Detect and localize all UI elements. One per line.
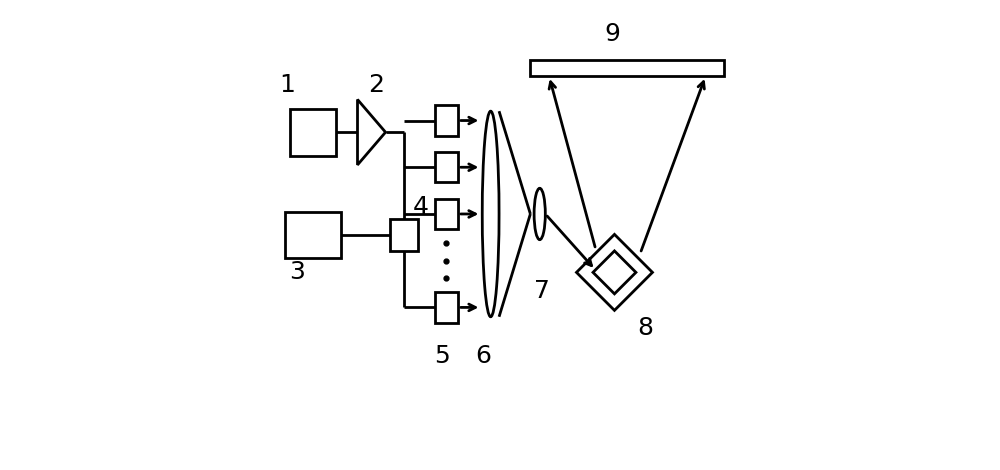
Text: 3: 3 bbox=[289, 260, 305, 284]
Ellipse shape bbox=[534, 188, 545, 240]
Text: 5: 5 bbox=[434, 345, 449, 368]
Polygon shape bbox=[576, 235, 652, 310]
Ellipse shape bbox=[482, 111, 499, 317]
Bar bbox=[435, 199, 458, 229]
Bar bbox=[435, 152, 458, 182]
Bar bbox=[390, 219, 418, 251]
Bar bbox=[530, 60, 724, 76]
Text: 6: 6 bbox=[476, 345, 492, 368]
Text: 1: 1 bbox=[279, 73, 295, 97]
Text: 4: 4 bbox=[413, 195, 429, 219]
Bar bbox=[285, 212, 341, 258]
Bar bbox=[435, 292, 458, 322]
Polygon shape bbox=[593, 251, 636, 294]
Polygon shape bbox=[357, 100, 386, 165]
Bar bbox=[435, 105, 458, 136]
Text: 8: 8 bbox=[637, 316, 653, 340]
Bar bbox=[290, 109, 336, 156]
Text: 2: 2 bbox=[368, 73, 384, 97]
Text: 7: 7 bbox=[534, 279, 550, 303]
Text: 9: 9 bbox=[604, 22, 620, 46]
